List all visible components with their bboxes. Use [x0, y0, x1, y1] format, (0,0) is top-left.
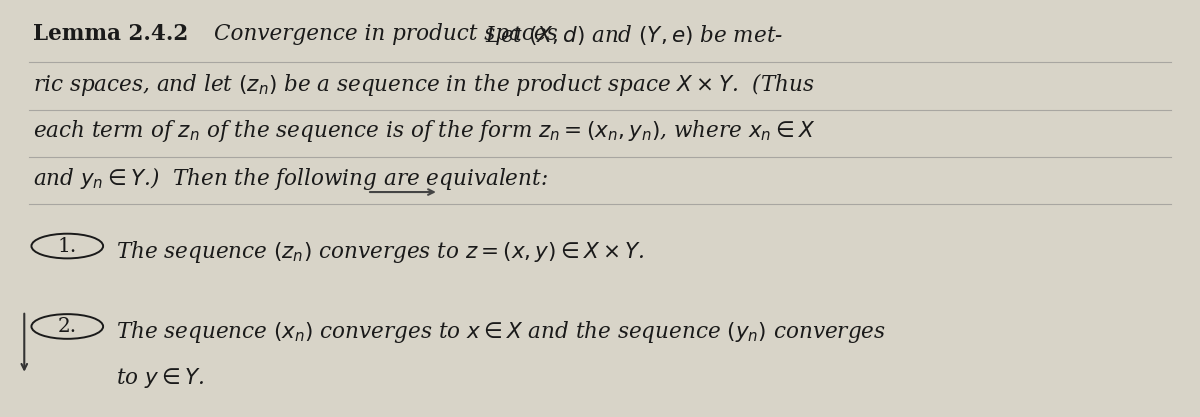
Text: each term of $z_n$ of the sequence is of the form $z_n = (x_n, y_n)$, where $x_n: each term of $z_n$ of the sequence is of… [32, 118, 815, 144]
Text: ric spaces, and let $(z_n)$ be a sequence in the product space $X \times Y$.  (T: ric spaces, and let $(z_n)$ be a sequenc… [32, 70, 814, 98]
Text: 2.: 2. [58, 317, 77, 336]
Text: Convergence in product spaces: Convergence in product spaces [214, 23, 558, 45]
Text: Lemma 2.4.2: Lemma 2.4.2 [32, 23, 188, 45]
Text: The sequence $(z_n)$ converges to $z = (x, y) \in X \times Y$.: The sequence $(z_n)$ converges to $z = (… [116, 239, 644, 265]
Text: The sequence $(x_n)$ converges to $x \in X$ and the sequence $(y_n)$ converges: The sequence $(x_n)$ converges to $x \in… [116, 319, 887, 345]
Text: and $y_n \in Y$.)  Then the following are equivalent:: and $y_n \in Y$.) Then the following are… [32, 165, 547, 192]
Text: to $y \in Y$.: to $y \in Y$. [116, 367, 204, 390]
Text: 1.: 1. [58, 236, 77, 256]
Text: Let $(X,d)$ and $(Y,e)$ be met-: Let $(X,d)$ and $(Y,e)$ be met- [479, 23, 784, 48]
